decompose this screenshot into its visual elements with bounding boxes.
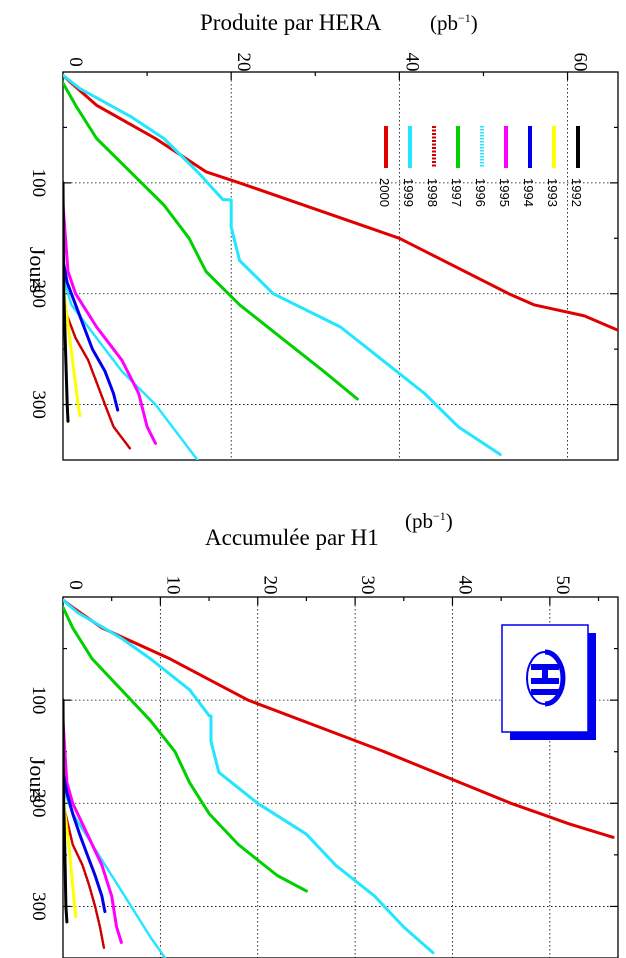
bottom-unit-sup: −1 (433, 509, 446, 523)
top-legend-label-1997: 1997 (449, 178, 464, 207)
bottom-ytick-label-50: 50 (552, 576, 573, 595)
bottom-unit-close: ) (446, 509, 453, 533)
h1-logo-arc-top (544, 649, 566, 707)
top-series-1995 (63, 203, 157, 445)
top-series-1996 (63, 275, 199, 460)
top-ytick-label-20: 20 (233, 53, 254, 72)
h1-logo-h-right (531, 678, 559, 684)
bottom-chart: 0 10 20 30 40 50 100 200 300 Jours (25, 576, 619, 958)
top-xtick-label-100: 100 (28, 169, 49, 198)
top-series-2000 (63, 73, 618, 332)
top-chart-title: Produite par HERA (200, 10, 382, 35)
bottom-chart-title-group: Accumulée par H1 (pb−1) (205, 509, 453, 550)
bottom-ytick-label-20: 20 (260, 576, 281, 595)
top-unit-text: (pb (430, 11, 458, 35)
top-series-1999 (63, 73, 502, 456)
bottom-series-1998 (63, 802, 106, 949)
h1-logo-one (531, 689, 559, 695)
top-series-group (63, 73, 618, 460)
top-plot-frame (62, 71, 619, 461)
top-xtick-label-300: 300 (28, 390, 49, 419)
top-series-1992 (63, 181, 70, 423)
bottom-series-1999 (63, 598, 435, 955)
bottom-series-1994 (63, 770, 107, 914)
bottom-unit-text: (pb (405, 509, 433, 533)
top-legend-label-2000: 2000 (377, 178, 392, 207)
top-chart: 0 20 40 60 100 200 300 Jours 2000 1999 1998 1997 199… (25, 53, 619, 461)
bottom-series-1995 (63, 719, 123, 944)
top-ytick-label-40: 40 (401, 53, 422, 72)
top-chart-unit: (pb−1) (430, 11, 478, 35)
top-legend-label-1996: 1996 (473, 178, 488, 207)
top-legend-label-1992: 1992 (569, 178, 584, 207)
bottom-ytick-label-0: 0 (65, 580, 86, 590)
top-unit-sup: −1 (458, 11, 471, 25)
bottom-xtick-label-300: 300 (28, 892, 49, 921)
top-xaxis-label: Jours (25, 247, 50, 293)
top-chart-title-group: Produite par HERA (pb−1) (200, 10, 478, 35)
top-legend-label-1998: 1998 (425, 178, 440, 207)
bottom-ytick-label-30: 30 (357, 576, 378, 595)
top-legend-label-1999: 1999 (401, 178, 416, 207)
bottom-xtick-label-100: 100 (28, 686, 49, 715)
top-legend: 2000 1999 1998 1997 1996 1995 1994 1993 1992 (377, 126, 584, 207)
bottom-xtick-label-200: 200 (28, 789, 49, 818)
top-ytick-label-60: 60 (570, 53, 591, 72)
top-unit-close: ) (471, 11, 478, 35)
top-xtick-label-200: 200 (28, 279, 49, 308)
h1-logo-mark (526, 649, 566, 707)
top-legend-label-1995: 1995 (497, 178, 512, 207)
top-legend-label-1993: 1993 (545, 178, 560, 207)
bottom-ytick-label-10: 10 (162, 576, 183, 595)
bottom-xaxis-label: Jours (25, 757, 50, 803)
h1-logo (501, 624, 596, 740)
bottom-series-1997 (63, 605, 308, 893)
top-series-1994 (63, 259, 120, 412)
bottom-chart-title: Accumulée par H1 (205, 525, 379, 550)
top-ytick-label-0: 0 (65, 57, 86, 67)
h1-logo-arc-bottom (526, 651, 546, 705)
bottom-ytick-label-40: 40 (454, 576, 475, 595)
top-legend-label-1994: 1994 (521, 178, 536, 207)
bottom-series-1992 (63, 698, 69, 924)
top-series-1997 (63, 81, 359, 401)
bottom-chart-unit: (pb−1) (405, 509, 453, 533)
bottom-series-group (63, 598, 615, 958)
